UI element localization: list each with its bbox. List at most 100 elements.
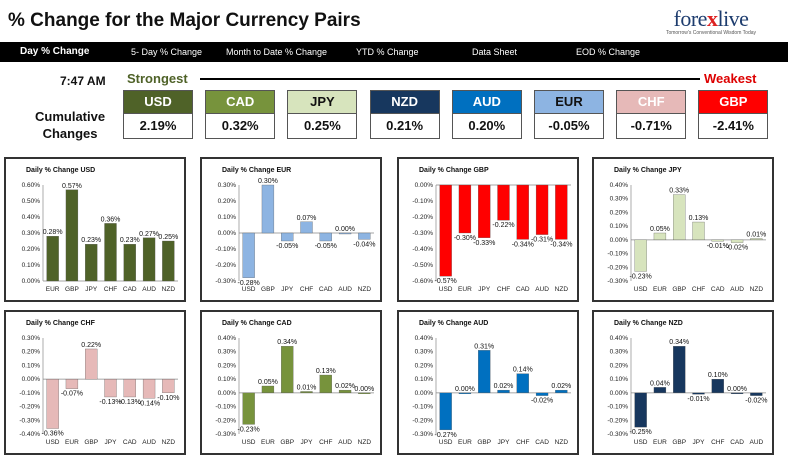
x-tick-label: AUD (749, 439, 763, 446)
chart-panel: Daily % Change NZD -0.30% -0.20% -0.10% 0.00… (592, 310, 774, 455)
nav-ytd-change[interactable]: YTD % Change (356, 47, 419, 57)
x-tick-label: AUD (535, 286, 549, 293)
y-tick-label: 0.30% (218, 182, 237, 189)
bar-chart: -0.30%-0.20%-0.10%0.00%0.10%0.20%0.30%0.… (594, 312, 772, 453)
bar (47, 236, 59, 281)
weakest-label: Weakest (704, 71, 757, 86)
data-label: -0.02% (726, 245, 748, 252)
y-tick-label: -0.10% (215, 404, 236, 411)
x-tick-label: USD (634, 286, 648, 293)
y-tick-label: 0.10% (415, 376, 434, 383)
y-tick-label: 0.00% (218, 230, 237, 237)
x-tick-label: GBP (261, 286, 275, 293)
nav-day-change[interactable]: Day % Change (20, 46, 89, 57)
data-label: -0.23% (630, 273, 652, 280)
data-label: -0.25% (630, 429, 652, 436)
x-tick-label: CHF (692, 286, 705, 293)
x-tick-label: CHF (300, 286, 313, 293)
data-label: -0.57% (435, 278, 457, 285)
y-tick-label: 0.20% (218, 198, 237, 205)
data-label: -0.02% (531, 398, 553, 405)
x-tick-label: EUR (458, 439, 472, 446)
data-label: 0.13% (316, 368, 336, 375)
currency-box-aud: AUD 0.20% (452, 90, 522, 139)
y-tick-label: -0.20% (215, 262, 236, 269)
data-label: -0.33% (473, 240, 495, 247)
y-tick-label: -0.10% (607, 251, 628, 258)
timestamp: 7:47 AM (60, 74, 106, 88)
x-tick-label: JPY (478, 286, 491, 293)
nav-5day-change[interactable]: 5- Day % Change (131, 47, 202, 57)
logo-tagline: Tomorrow's Conventional Wisdom Today (656, 30, 766, 36)
currency-box-cad: CAD 0.32% (205, 90, 275, 139)
x-tick-label: NZD (555, 439, 569, 446)
x-tick-label: EUR (261, 439, 275, 446)
chart-panel: Daily % Change EUR -0.30% -0.20% -0.10% 0.00… (200, 157, 382, 302)
data-label: 0.31% (474, 343, 494, 350)
y-tick-label: -0.30% (19, 417, 40, 424)
bar (459, 393, 471, 394)
bar (654, 233, 666, 240)
bar (320, 375, 332, 393)
x-tick-label: EUR (65, 439, 79, 446)
bar (262, 185, 274, 233)
nav-data-sheet[interactable]: Data Sheet (472, 47, 517, 57)
data-label: 0.25% (158, 234, 178, 241)
x-tick-label: AUD (142, 439, 156, 446)
currency-change-value: 0.21% (370, 114, 440, 139)
forexlive-logo[interactable]: forexlive Tomorrow's Conventional Wisdom… (656, 6, 766, 38)
bar (143, 379, 155, 398)
data-label: 0.00% (727, 386, 747, 393)
bar (339, 233, 351, 234)
currency-change-value: 0.25% (287, 114, 357, 139)
nav-eod-change[interactable]: EOD % Change (576, 47, 640, 57)
chart-panel: Daily % Change JPY -0.30% -0.20% -0.10% 0.00… (592, 157, 774, 302)
x-tick-label: AUD (338, 439, 352, 446)
x-tick-label: CAD (319, 286, 333, 293)
bar (440, 393, 452, 430)
nav-month-to-date[interactable]: Month to Date % Change (226, 47, 327, 57)
x-tick-label: USD (46, 439, 60, 446)
bar (459, 185, 471, 233)
currency-box-chf: CHF -0.71% (616, 90, 686, 139)
logo-wordmark: forexlive (656, 6, 766, 32)
data-label: 0.57% (62, 183, 82, 190)
y-tick-label: -0.20% (215, 417, 236, 424)
bar (124, 379, 136, 397)
x-tick-label: CHF (319, 439, 332, 446)
bar (673, 346, 685, 393)
x-tick-label: GBP (280, 439, 294, 446)
y-tick-label: 0.00% (415, 390, 434, 397)
bar-chart: -0.60%-0.50%-0.40%-0.30%-0.20%-0.10%0.00… (399, 159, 577, 300)
bar (301, 391, 313, 392)
bar (478, 350, 490, 393)
x-tick-label: JPY (281, 286, 294, 293)
data-label: 0.34% (277, 339, 297, 346)
bar (635, 240, 647, 272)
bar (498, 390, 510, 393)
data-label: 0.05% (258, 379, 278, 386)
currency-code: CHF (616, 90, 686, 114)
data-label: 0.34% (669, 339, 689, 346)
data-label: 0.00% (455, 386, 475, 393)
data-label: -0.36% (42, 431, 64, 438)
chart-panel: Daily % Change USD 0.00% 0.10% 0.20% 0.30% 0.… (4, 157, 186, 302)
y-tick-label: -0.10% (19, 390, 40, 397)
bar (750, 238, 762, 239)
currency-change-value: 0.32% (205, 114, 275, 139)
currency-code: EUR (534, 90, 604, 114)
bar (320, 233, 332, 241)
bar (85, 349, 97, 379)
x-tick-label: USD (634, 439, 648, 446)
bar (47, 379, 59, 428)
x-tick-label: AUD (338, 286, 352, 293)
y-tick-label: -0.10% (412, 404, 433, 411)
bar (693, 393, 705, 394)
x-tick-label: CHF (104, 286, 117, 293)
strength-arrow-line (200, 78, 700, 80)
bar (85, 244, 97, 281)
x-tick-label: USD (439, 286, 453, 293)
bar (243, 233, 255, 278)
header: % Change for the Major Currency Pairs fo… (0, 0, 788, 42)
y-tick-label: 0.30% (22, 335, 41, 342)
